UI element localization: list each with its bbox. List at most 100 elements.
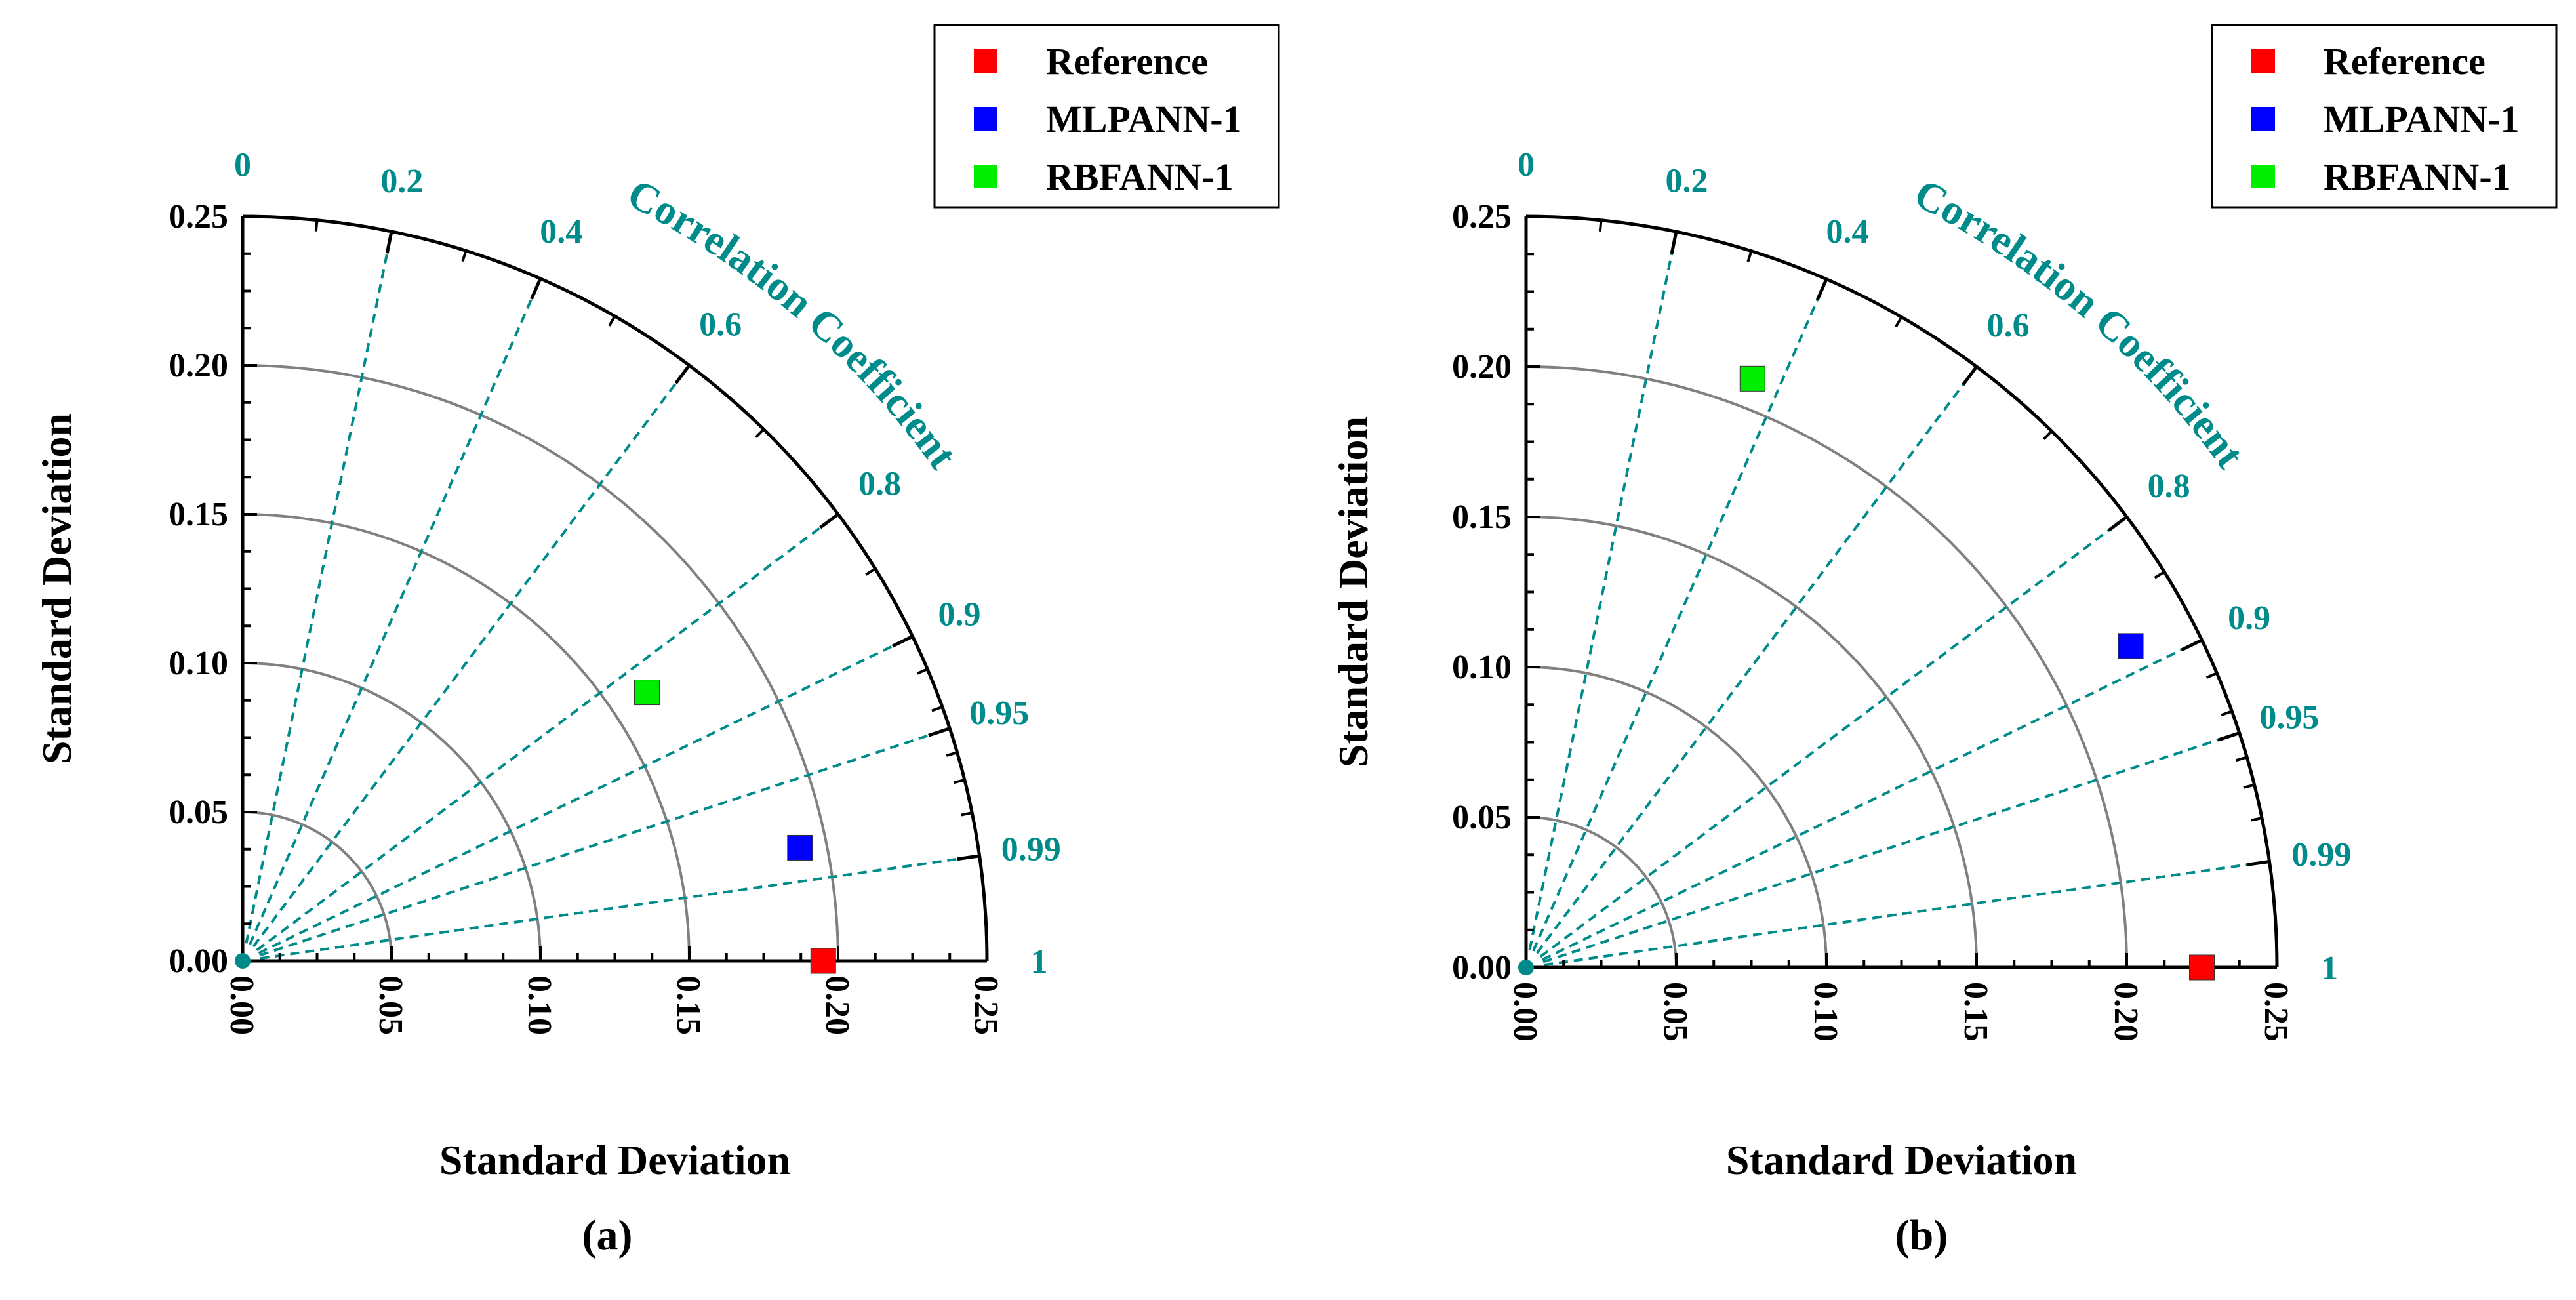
- std-arc: [242, 811, 393, 962]
- legend-label: RBFANN-1: [2324, 155, 2511, 198]
- std-arc: [242, 364, 839, 962]
- y-tick-label: 0.10: [169, 645, 228, 682]
- correlation-minor-tick: [2154, 571, 2165, 579]
- y-tick-label: 0.10: [1452, 649, 1512, 686]
- x-tick-label: 0.15: [1957, 982, 1994, 1042]
- correlation-tick-label: 0.95: [969, 695, 1029, 732]
- correlation-major-tick: [1815, 278, 1828, 301]
- legend-swatch: [974, 165, 997, 188]
- x-axis-title: Standard Deviation: [1726, 1137, 2077, 1183]
- x-tick-label: 0.05: [372, 975, 409, 1035]
- x-tick-label: 0.25: [967, 975, 1005, 1035]
- x-tick-label: 0.10: [1807, 982, 1844, 1042]
- correlation-minor-tick: [2250, 817, 2263, 822]
- legend-label: MLPANN-1: [1046, 98, 1242, 140]
- y-tick-label: 0.20: [169, 347, 228, 384]
- legend-swatch: [2251, 49, 2275, 73]
- correlation-minor-tick: [946, 751, 958, 757]
- correlation-minor-tick: [608, 315, 616, 327]
- x-tick-label: 0.20: [2107, 982, 2144, 1042]
- legend-label: Reference: [2324, 40, 2485, 83]
- correlation-axis-label-text: Correlation Coefficient: [1907, 170, 2254, 477]
- std-arc: [242, 662, 542, 962]
- correlation-tick-label: 1: [2321, 950, 2338, 987]
- correlation-line: [1542, 731, 2240, 964]
- correlation-tick-label: 0.6: [1987, 307, 2030, 344]
- correlation-tick-label: 0.99: [1001, 831, 1061, 868]
- correlation-minor-tick: [2236, 756, 2247, 762]
- correlation-major-tick: [819, 513, 839, 529]
- y-tick-label: 0.25: [1452, 198, 1512, 235]
- correlation-major-tick: [2181, 638, 2203, 652]
- correlation-minor-tick: [1895, 316, 1903, 328]
- correlation-major-tick: [891, 635, 914, 648]
- correlation-major-tick: [2247, 860, 2270, 866]
- point-mlpann-1: [2118, 633, 2144, 659]
- std-arc: [1525, 666, 1828, 968]
- legend-label: MLPANN-1: [2324, 98, 2520, 140]
- x-tick-label: 0.00: [1506, 982, 1544, 1042]
- correlation-tick-label: 0.4: [540, 213, 582, 251]
- correlation-tick-label: 0: [1518, 146, 1535, 184]
- correlation-axis-label-text: Correlation Coefficient: [620, 170, 967, 477]
- correlation-major-tick: [1962, 365, 1978, 386]
- correlation-line: [1543, 860, 2270, 967]
- x-tick-label: 0.25: [2257, 982, 2295, 1042]
- correlation-minor-tick: [1598, 220, 1603, 232]
- y-tick-label: 0.25: [169, 198, 228, 235]
- y-axis-title: Standard Deviation: [33, 413, 80, 764]
- x-tick-label: 0.10: [521, 975, 558, 1035]
- correlation-minor-tick: [1746, 251, 1753, 262]
- std-arc: [1525, 516, 1978, 968]
- x-tick-label: 0.20: [818, 975, 856, 1035]
- correlation-minor-tick: [916, 668, 928, 675]
- std-arc: [1525, 816, 1678, 968]
- panel-caption: (a): [582, 1211, 633, 1259]
- correlation-tick-label: 0.4: [1826, 213, 1869, 251]
- correlation-tick-label: 0.2: [1666, 163, 1708, 200]
- correlation-line: [1528, 231, 1678, 950]
- correlation-minor-tick: [314, 220, 319, 232]
- origin-marker: [1518, 960, 1534, 975]
- outer-arc: [1525, 214, 2279, 968]
- correlation-minor-tick: [2243, 783, 2255, 789]
- x-tick-label: 0.15: [670, 975, 707, 1035]
- correlation-axis-label: Correlation Coefficient: [620, 170, 967, 477]
- correlation-minor-tick: [961, 811, 973, 817]
- legend-swatch: [2251, 165, 2275, 188]
- legend-label: RBFANN-1: [1046, 155, 1234, 198]
- outer-arc: [242, 214, 989, 962]
- correlation-major-tick: [957, 854, 980, 861]
- correlation-tick-label: 0.8: [858, 465, 901, 502]
- correlation-axis-label: Correlation Coefficient: [1907, 170, 2254, 477]
- y-tick-label: 0.15: [1452, 498, 1512, 536]
- correlation-major-tick: [1670, 231, 1678, 254]
- correlation-tick-label: 0.6: [699, 306, 742, 343]
- correlation-major-tick: [928, 727, 951, 737]
- y-tick-label: 0.05: [1452, 799, 1512, 836]
- y-tick-label: 0.15: [169, 496, 228, 533]
- x-tick-label: 0.00: [223, 975, 260, 1035]
- correlation-minor-tick: [2043, 430, 2053, 440]
- correlation-minor-tick: [461, 250, 468, 262]
- correlation-line: [259, 727, 950, 957]
- legend-swatch: [2251, 107, 2275, 131]
- correlation-line: [258, 635, 914, 954]
- correlation-line: [1532, 278, 1828, 952]
- correlation-tick-label: 0.9: [938, 596, 981, 634]
- correlation-tick-label: 0.8: [2148, 468, 2190, 505]
- correlation-line: [260, 854, 980, 960]
- point-mlpann-1: [787, 834, 813, 861]
- legend-swatch: [974, 107, 997, 131]
- correlation-minor-tick: [953, 779, 965, 784]
- x-tick-label: 0.05: [1657, 982, 1694, 1042]
- correlation-line: [256, 513, 839, 952]
- correlation-tick-label: 0.9: [2228, 599, 2270, 637]
- correlation-line: [249, 277, 542, 945]
- point-rbfann-1: [634, 680, 660, 706]
- correlation-line: [245, 231, 393, 944]
- correlation-line: [252, 364, 691, 948]
- std-arc: [242, 513, 691, 962]
- y-tick-label: 0.00: [169, 943, 228, 980]
- correlation-minor-tick: [931, 705, 943, 712]
